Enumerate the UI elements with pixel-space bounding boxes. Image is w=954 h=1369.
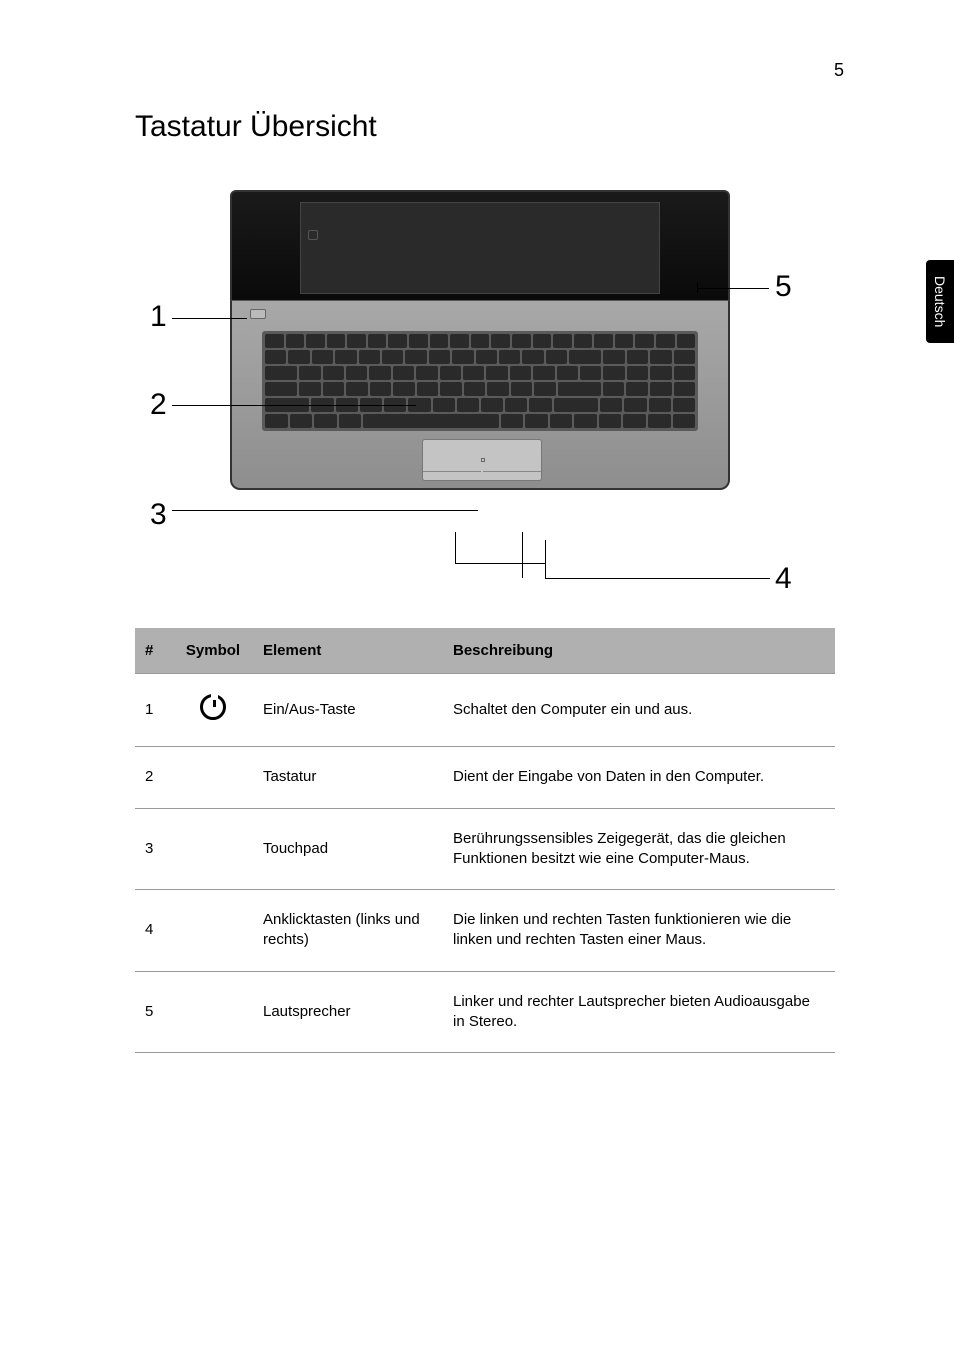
cell-symbol (173, 747, 253, 808)
components-table: # Symbol Element Beschreibung 1 Ein/Aus-… (135, 628, 835, 1053)
th-description: Beschreibung (443, 628, 835, 674)
cell-number: 5 (135, 971, 173, 1053)
callout-1: 1 (150, 300, 167, 334)
cell-element: Tastatur (253, 747, 443, 808)
power-icon (200, 694, 226, 720)
table-row: 4 Anklicktasten (links und rechts) Die l… (135, 890, 835, 972)
cell-symbol (173, 808, 253, 890)
leader-line (545, 563, 546, 578)
leader-line (172, 405, 416, 406)
leader-line (455, 540, 456, 563)
callout-2: 2 (150, 388, 167, 422)
page-title: Tastatur Übersicht (135, 110, 377, 144)
leader-line (172, 318, 247, 319)
leader-line (545, 578, 770, 579)
cell-element: Anklicktasten (links und rechts) (253, 890, 443, 972)
table-row: 3 Touchpad Berührungssensibles Zeigegerä… (135, 808, 835, 890)
cell-element: Touchpad (253, 808, 443, 890)
laptop-illustration (230, 190, 730, 490)
leader-line (455, 563, 545, 564)
leader-line (172, 510, 478, 511)
laptop-diagram (200, 190, 760, 590)
leader-tick (455, 532, 456, 540)
leader-line (522, 532, 523, 578)
table-row: 5 Lautsprecher Linker und rechter Lautsp… (135, 971, 835, 1053)
cell-symbol (173, 890, 253, 972)
table-row: 2 Tastatur Dient der Eingabe von Daten i… (135, 747, 835, 808)
th-element: Element (253, 628, 443, 674)
callout-4: 4 (775, 562, 792, 596)
table-row: 1 Ein/Aus-Taste Schaltet den Computer ei… (135, 674, 835, 747)
laptop-screen (230, 190, 730, 300)
cell-description: Linker und rechter Lautsprecher bieten A… (443, 971, 835, 1053)
cell-number: 2 (135, 747, 173, 808)
th-symbol: Symbol (173, 628, 253, 674)
leader-line (697, 288, 769, 289)
power-button-graphic (250, 309, 266, 319)
cell-description: Die linken und rechten Tasten funktionie… (443, 890, 835, 972)
keyboard-graphic (262, 331, 698, 431)
cell-symbol (173, 971, 253, 1053)
language-tab: Deutsch (926, 260, 954, 343)
cell-description: Berührungssensibles Zeigegerät, das die … (443, 808, 835, 890)
callout-3: 3 (150, 498, 167, 532)
page-number: 5 (834, 60, 844, 81)
cell-symbol (173, 674, 253, 747)
laptop-base (230, 300, 730, 490)
cell-element: Lautsprecher (253, 971, 443, 1053)
touchpad-graphic (422, 439, 542, 481)
cell-number: 4 (135, 890, 173, 972)
callout-5: 5 (775, 270, 792, 304)
cell-number: 3 (135, 808, 173, 890)
cell-element: Ein/Aus-Taste (253, 674, 443, 747)
cell-description: Schaltet den Computer ein und aus. (443, 674, 835, 747)
leader-tick (697, 283, 698, 293)
cell-description: Dient der Eingabe von Daten in den Compu… (443, 747, 835, 808)
cell-number: 1 (135, 674, 173, 747)
th-number: # (135, 628, 173, 674)
